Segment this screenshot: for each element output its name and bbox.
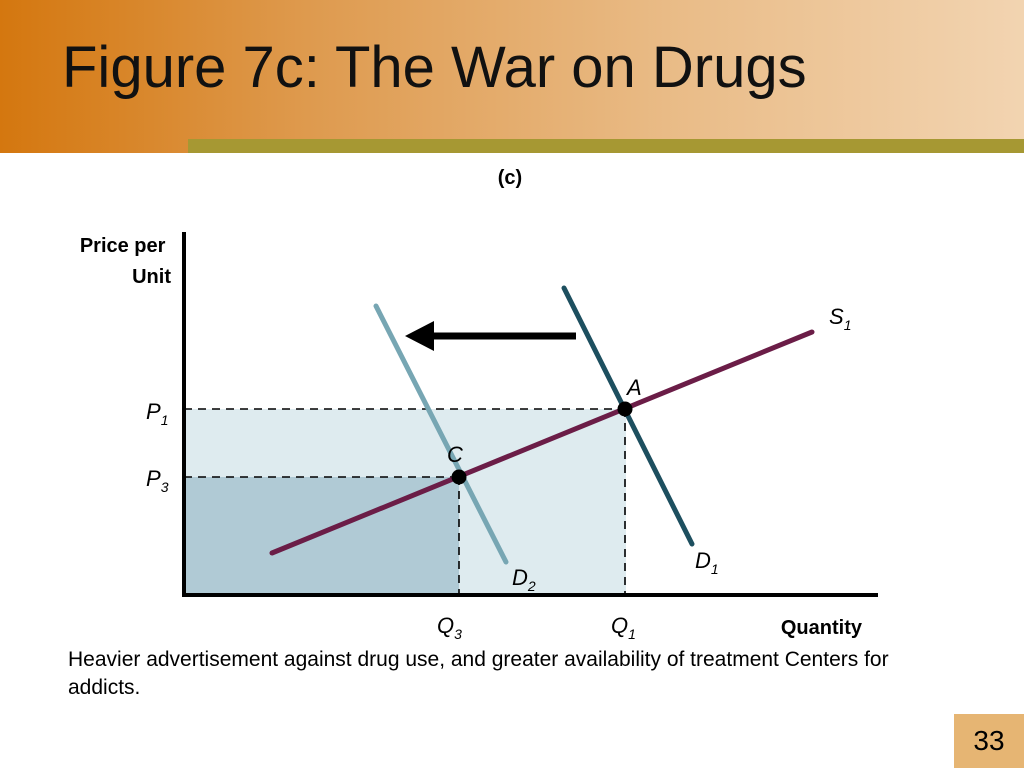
quantity-label-q1: Q1: [611, 613, 636, 642]
point-label-a: A: [625, 375, 642, 400]
y-axis-label: Price per Unit: [80, 235, 171, 288]
supply-curve-s1: [269, 329, 815, 556]
equilibrium-point-a: [617, 401, 633, 417]
quantity-label-q3: Q3: [437, 613, 462, 642]
panel-label: (c): [498, 167, 522, 189]
demand-curve-d1: [561, 285, 695, 547]
price-label-p1: P1: [146, 399, 168, 428]
page-number: 33: [973, 725, 1005, 756]
price-label-p3: P3: [146, 466, 169, 495]
header-accent-stripe: [188, 139, 1024, 153]
page-number-box: 33: [954, 714, 1024, 768]
equilibrium-point-c: [451, 469, 467, 485]
x-axis-label: Quantity: [781, 617, 863, 639]
demand-curve-d2: [373, 303, 509, 565]
demand-curve-d2-label: D2: [512, 565, 536, 594]
slide-header-band: [0, 0, 1024, 153]
demand-curve-d1-label: D1: [695, 548, 719, 577]
slide-title: Figure 7c: The War on Drugs: [62, 35, 807, 100]
slide-caption: Heavier advertisement against drug use, …: [68, 648, 889, 699]
point-label-c: C: [447, 442, 463, 467]
supply-curve-label: S1: [829, 304, 851, 333]
demand-shift-arrow-head: [405, 321, 434, 351]
